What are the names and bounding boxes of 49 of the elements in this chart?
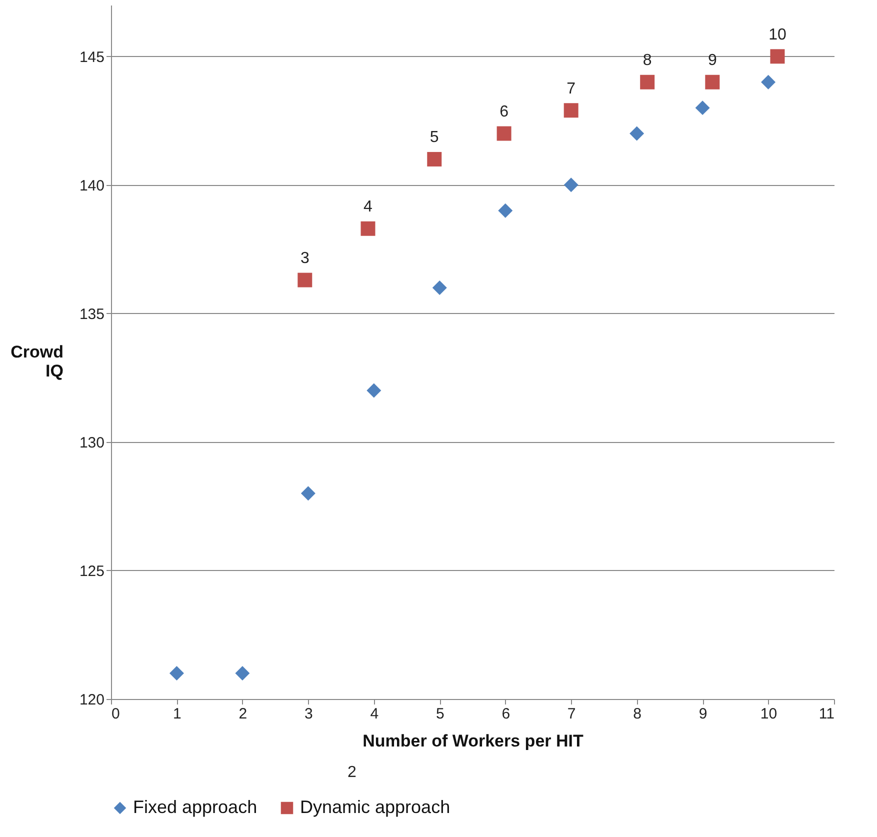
point [705, 74, 720, 90]
point [498, 203, 513, 218]
x-tick-label: 3 [304, 706, 313, 722]
point [427, 152, 442, 166]
point [770, 49, 785, 64]
x-tick-label: 4 [370, 706, 379, 722]
point [695, 100, 710, 116]
legend-label: Fixed approach [133, 797, 258, 817]
x-tick-label: 6 [502, 706, 510, 722]
point [496, 126, 512, 141]
annotation: 6 [500, 104, 509, 121]
point [432, 280, 447, 295]
annotation: 8 [642, 52, 652, 70]
point [630, 126, 644, 141]
point [564, 178, 578, 192]
point [298, 272, 312, 288]
x-tick-label: 10 [760, 706, 778, 722]
annotation: 3 [300, 250, 310, 268]
x-tick-label: 11 [818, 706, 834, 722]
annotation: 5 [430, 129, 439, 146]
y-tick-label: 145 [79, 48, 104, 66]
y-tick-label: 130 [79, 434, 104, 452]
x-tick-label: 9 [698, 706, 708, 722]
x-axis-title: Number of Workers per HIT [362, 732, 584, 750]
y-tick-label: 125 [79, 562, 104, 580]
point [360, 221, 376, 236]
point [169, 666, 184, 681]
annotation: 10 [768, 26, 786, 44]
point [761, 74, 776, 90]
annotation: 9 [708, 52, 717, 70]
y-tick-label: 120 [79, 692, 104, 708]
x-tick-label: 1 [173, 706, 182, 722]
point [564, 103, 578, 118]
y-tick-label: 140 [79, 177, 104, 194]
y-axis-title: Crowd IQ [10, 342, 64, 380]
text: 2 [348, 764, 357, 781]
x-tick-label: 8 [633, 706, 642, 722]
y-tick-label: 135 [79, 306, 104, 323]
point [300, 486, 316, 501]
x-tick-label: 0 [112, 706, 120, 722]
annotation: 7 [566, 80, 576, 98]
legend-label: Dynamic approach [300, 797, 450, 817]
point [640, 74, 655, 90]
x-tick-label: 2 [238, 706, 248, 722]
annotation: 4 [364, 198, 373, 216]
x-tick-label: 7 [567, 706, 576, 722]
point [366, 383, 382, 398]
point [235, 666, 250, 681]
x-tick-label: 5 [436, 706, 444, 722]
